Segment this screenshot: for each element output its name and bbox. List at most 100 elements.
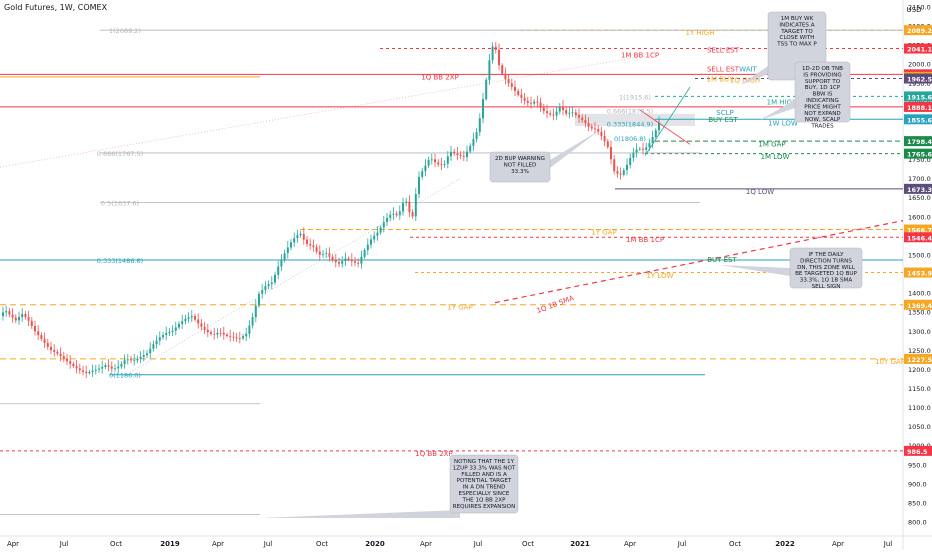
annotation-line: SELL SIGN	[812, 284, 841, 290]
level-label: 10Y GAP	[875, 358, 905, 366]
candle-body	[578, 115, 580, 118]
candle-body	[344, 258, 347, 262]
level-label: 1W LOW	[768, 119, 798, 127]
candle-body	[277, 266, 280, 275]
candle-body	[440, 164, 443, 166]
candle-body	[5, 311, 8, 313]
candle-body	[408, 201, 411, 213]
candle-body	[312, 245, 315, 248]
annotation-text: 2D BUP WARNING NOT FILLED 33.3%	[495, 156, 545, 175]
candle-body	[30, 320, 33, 327]
candle-body	[594, 128, 596, 130]
annotation-line: PRICE MIGHT	[804, 104, 841, 110]
candle-body	[584, 120, 587, 124]
candle-body	[331, 256, 334, 261]
candle-body	[347, 258, 350, 260]
annotation-line: 33.3%, 1Q 1B SMA	[800, 278, 853, 284]
candle-body	[654, 130, 657, 137]
level-label: BUY EST	[707, 256, 737, 264]
candle-body	[498, 49, 500, 66]
candle-body	[110, 366, 113, 369]
y-tick-label: 950.0	[908, 461, 927, 469]
candle-body	[450, 151, 452, 157]
candle-body	[200, 323, 203, 327]
x-tick-label: 2020	[365, 540, 385, 548]
candle-body	[562, 106, 564, 110]
candle-body	[658, 122, 660, 131]
price-badge-label: 1888.1	[907, 104, 932, 112]
candle-body	[126, 359, 129, 361]
price-badge-label: 2089.2	[907, 27, 932, 35]
level-label: WAIT	[739, 65, 757, 73]
candle-body	[85, 371, 88, 374]
candle-body	[382, 221, 385, 228]
candle-body	[222, 332, 225, 335]
candle-body	[434, 159, 436, 163]
candle-body	[590, 126, 593, 129]
level-label: 1M BB 1CP	[621, 51, 659, 59]
price-badge	[904, 43, 932, 54]
price-badge	[904, 353, 932, 364]
price-badge	[904, 114, 932, 125]
annotation-line: DN, THIS ZONE WILL	[797, 265, 856, 271]
y-tick-label: 1100.0	[908, 404, 931, 412]
annotation-line: THE 1Q BB 2XP	[462, 497, 507, 503]
trendline-dotted-grey	[129, 178, 461, 373]
candle-body	[398, 211, 401, 216]
price-badge	[904, 148, 932, 159]
annotation-text: 1D-2D OB TNB IS PROVIDING SUPPORT TO BUY, 1…	[802, 66, 843, 130]
level-label: 1M BUY	[707, 75, 735, 83]
candle-body	[430, 159, 433, 161]
price-badge	[904, 232, 932, 243]
candle-body	[267, 284, 270, 287]
candle-body	[565, 110, 568, 114]
x-tick-label: Jul	[677, 540, 687, 548]
annotation-line: TARGET TO	[780, 29, 813, 35]
candle-body	[405, 201, 408, 203]
price-badge-label: 1546.4	[907, 234, 932, 242]
candle-body	[123, 360, 126, 364]
candle-body	[219, 332, 222, 334]
candle-body	[482, 99, 484, 119]
level-label: BUY EST	[708, 116, 738, 124]
candle-body	[427, 160, 430, 166]
candle-body	[648, 143, 651, 148]
annotation-box: 1D-2D OB TNB IS PROVIDING SUPPORT TO BUY, 1…	[760, 61, 851, 130]
candle-body	[395, 213, 398, 216]
chart-header: Gold Futures, 1W, COMEX	[4, 3, 107, 12]
candle-body	[11, 314, 14, 318]
candle-body	[174, 327, 177, 331]
annotation-tail	[550, 130, 600, 168]
x-tick-label: Jul	[883, 540, 893, 548]
candle-body	[283, 253, 286, 260]
level-label: 1Y GAP	[447, 304, 472, 312]
x-tick-label: 2019	[160, 540, 180, 548]
level-label: 1Y HIGH	[686, 29, 715, 37]
candle-body	[539, 102, 542, 108]
candle-body	[24, 313, 27, 318]
level-label: 1M HIGH	[767, 98, 798, 106]
price-badge	[904, 299, 932, 310]
candle-body	[318, 251, 321, 255]
candle-body	[629, 157, 632, 165]
candle-body	[251, 317, 254, 326]
candle-body	[258, 293, 260, 306]
y-tick-label: 1750.0	[908, 156, 931, 164]
candle-body	[530, 102, 532, 104]
level-label: 1Q BB 2XP	[421, 73, 459, 81]
candle-body	[424, 165, 427, 172]
candle-body	[392, 213, 395, 215]
candle-body	[306, 239, 308, 244]
candle-body	[325, 253, 328, 255]
candle-body	[376, 232, 379, 236]
candle-body	[610, 147, 612, 160]
candle-body	[459, 155, 462, 156]
candle-body	[104, 365, 107, 368]
candle-body	[107, 365, 110, 367]
x-tick-label: Oct	[110, 540, 122, 548]
candle-body	[632, 152, 635, 158]
candle-body	[120, 363, 123, 367]
candle-body	[469, 145, 472, 152]
candle-body	[101, 367, 104, 369]
